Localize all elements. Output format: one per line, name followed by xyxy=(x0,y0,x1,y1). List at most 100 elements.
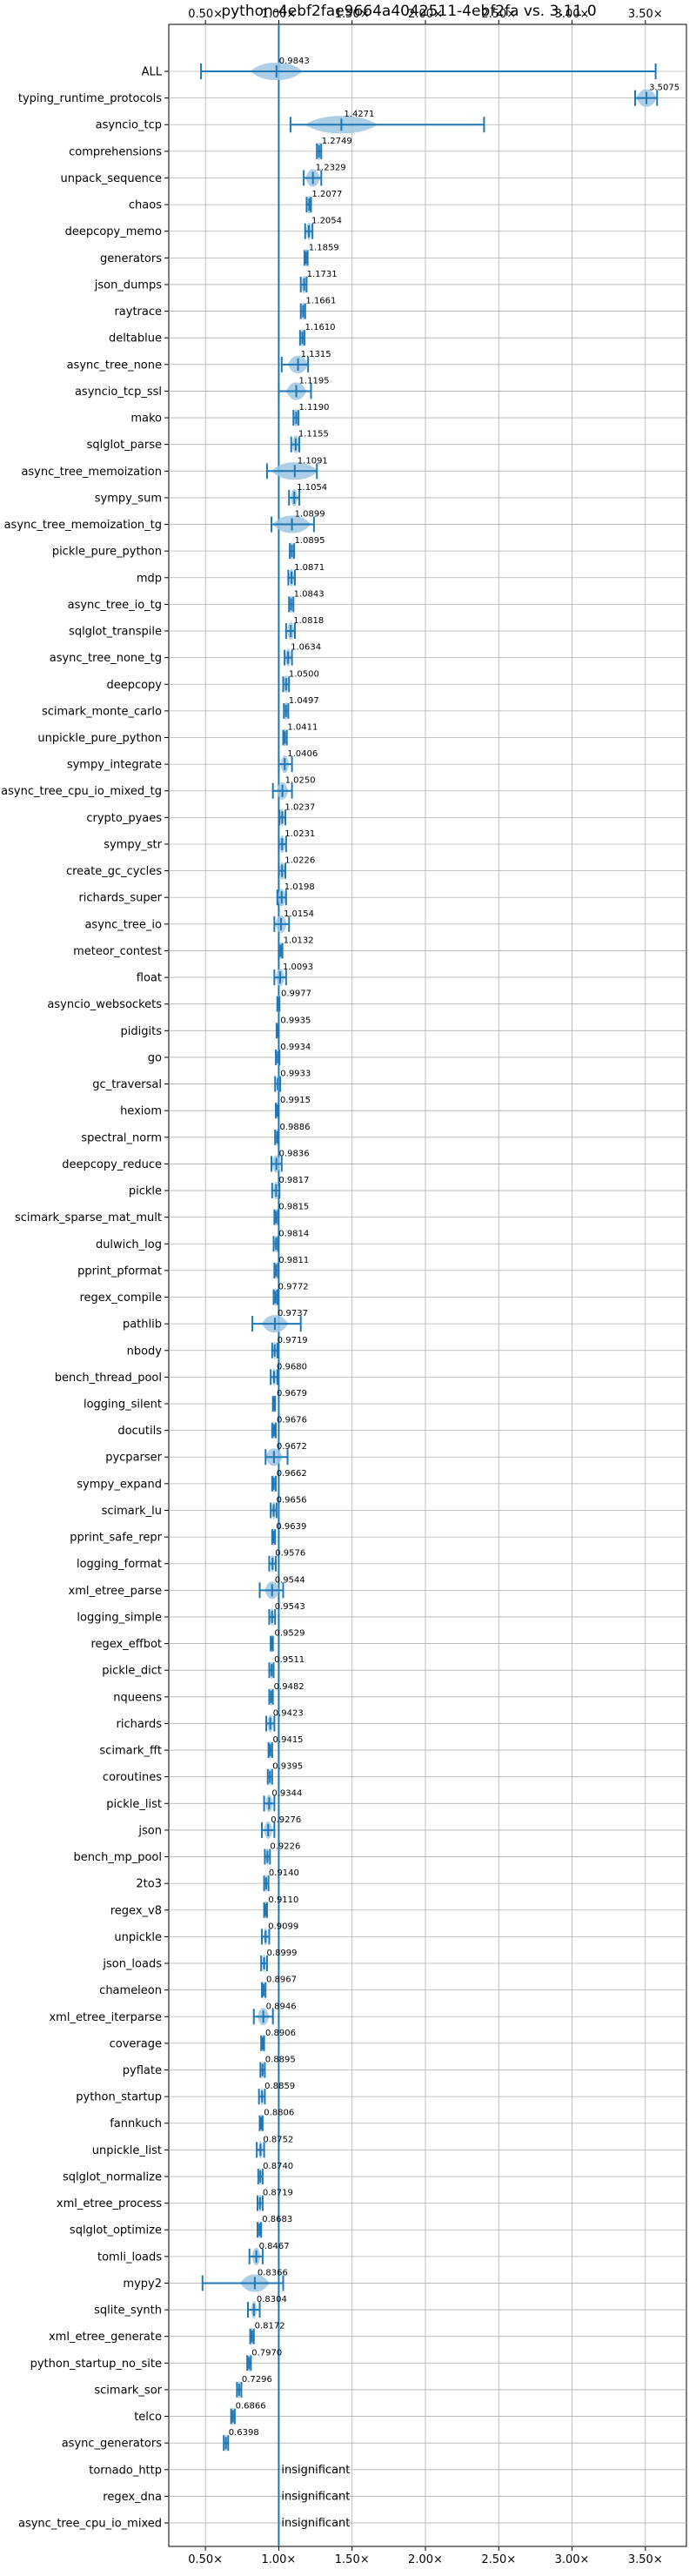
benchmark-label: asyncio_tcp_ssl xyxy=(75,386,162,399)
median-value-label: 0.9843 xyxy=(279,57,310,66)
median-value-label: 1.0634 xyxy=(291,643,321,653)
median-value-label: 0.9676 xyxy=(277,1416,307,1426)
benchmark-label: richards_super xyxy=(78,892,162,905)
benchmark-label: pprint_safe_repr xyxy=(70,1532,162,1545)
benchmark-label: regex_effbot xyxy=(90,1638,162,1651)
median-value-label: 0.9576 xyxy=(275,1549,305,1559)
benchmark-label: scimark_fft xyxy=(99,1745,162,1758)
median-value-label: 0.9934 xyxy=(280,1043,311,1052)
median-value-label: 0.9811 xyxy=(278,1256,309,1265)
median-value-label: 0.9226 xyxy=(270,1842,300,1852)
benchmark-label: sympy_str xyxy=(104,838,162,851)
benchmark-label: pickle xyxy=(129,1185,162,1198)
benchmark-label: sympy_expand xyxy=(77,1478,162,1491)
benchmark-label: pycparser xyxy=(105,1452,162,1465)
benchmark-label: async_tree_memoization xyxy=(21,466,162,479)
benchmark-label: logging_simple xyxy=(77,1611,162,1624)
benchmark-label: asyncio_tcp xyxy=(96,119,162,132)
median-value-label: 1.0818 xyxy=(293,616,324,626)
benchmark-label: go xyxy=(148,1051,162,1064)
median-value-label: 0.8967 xyxy=(266,1976,297,1985)
median-value-label: 0.8172 xyxy=(255,2322,285,2331)
benchmark-label: sympy_integrate xyxy=(67,759,162,772)
median-value-label: 1.0411 xyxy=(287,723,318,733)
median-value-label: 0.9836 xyxy=(279,1149,310,1158)
median-value-label: 1.2749 xyxy=(322,137,352,146)
benchmark-label: xml_etree_iterparse xyxy=(49,2011,162,2024)
benchmark-label: xml_etree_process xyxy=(57,2197,162,2210)
median-value-label: 0.9482 xyxy=(274,1682,304,1692)
benchmark-label: tomli_loads xyxy=(97,2251,162,2264)
grid-layer xyxy=(169,24,686,2546)
benchmark-label: richards xyxy=(117,1718,163,1731)
median-value-label: 1.0132 xyxy=(284,936,314,945)
median-value-label: 1.0500 xyxy=(289,669,319,679)
insignificant-label: insignificant xyxy=(281,2517,350,2530)
median-value-label: 1.1054 xyxy=(297,483,327,493)
benchmark-label: async_tree_cpu_io_mixed xyxy=(18,2518,162,2531)
benchmark-label: bench_thread_pool xyxy=(55,1372,162,1385)
median-value-label: 1.0497 xyxy=(289,696,319,706)
median-value-label: 1.1610 xyxy=(305,323,336,332)
median-value-label: 0.7970 xyxy=(251,2348,282,2358)
median-value-label: 0.9672 xyxy=(277,1442,307,1452)
benchmark-label: sqlite_synth xyxy=(94,2304,162,2318)
benchmark-label: coroutines xyxy=(103,1771,162,1784)
median-value-label: 1.0237 xyxy=(284,802,315,812)
median-value-label: 1.0198 xyxy=(284,882,315,892)
median-value-label: 1.1190 xyxy=(298,403,329,413)
median-value-label: 0.9814 xyxy=(278,1229,309,1238)
benchmark-label: python_startup xyxy=(76,2091,162,2104)
median-value-label: 0.9817 xyxy=(278,1176,309,1185)
benchmark-label: mako xyxy=(130,413,162,426)
median-value-label: 0.8740 xyxy=(263,2162,293,2171)
benchmark-label: logging_silent xyxy=(84,1399,162,1412)
median-value-label: 0.8859 xyxy=(264,2082,295,2091)
benchmark-label: python_startup_no_site xyxy=(30,2358,162,2371)
benchmark-label: logging_format xyxy=(77,1558,162,1571)
insignificant-label: insignificant xyxy=(281,2464,350,2477)
benchmark-label: pickle_dict xyxy=(102,1665,162,1678)
benchmark-label: sqlglot_transpile xyxy=(69,626,162,639)
median-value-label: 1.0406 xyxy=(287,749,318,759)
median-value-label: 1.2329 xyxy=(316,163,346,172)
median-value-label: 1.0871 xyxy=(294,563,325,573)
median-value-label: 0.9140 xyxy=(269,1868,299,1878)
benchmark-label: scimark_monte_carlo xyxy=(42,705,162,718)
benchmark-label: asyncio_websockets xyxy=(47,998,162,1011)
median-value-label: 0.9680 xyxy=(277,1362,307,1372)
benchmark-label: sqlglot_normalize xyxy=(63,2170,162,2184)
median-value-label: 1.0250 xyxy=(285,776,316,786)
x-tick-label-bottom: 3.50× xyxy=(628,2553,663,2566)
x-tick-label-bottom: 3.00× xyxy=(555,2553,590,2566)
median-value-label: 0.9977 xyxy=(281,989,311,999)
benchmark-label: meteor_contest xyxy=(73,945,162,958)
median-value-label: 1.1155 xyxy=(298,430,329,439)
benchmark-label: chaos xyxy=(129,199,162,212)
median-value-label: 0.9886 xyxy=(279,1123,310,1132)
benchmark-label: xml_etree_generate xyxy=(49,2331,162,2344)
median-value-label: 0.9344 xyxy=(271,1788,302,1798)
benchmark-label: regex_dna xyxy=(103,2491,162,2504)
benchmark-label: deepcopy_memo xyxy=(65,225,162,238)
benchmark-label: 2to3 xyxy=(136,1878,162,1891)
chart-title: python-4ebf2fae9664a4042511-4ebf2fa vs. … xyxy=(221,3,596,20)
median-value-label: 1.0231 xyxy=(284,829,315,839)
x-tick-label-top: 2.50× xyxy=(481,8,516,21)
benchmark-label: bench_mp_pool xyxy=(73,1851,162,1864)
median-value-label: 0.9395 xyxy=(272,1762,303,1772)
benchmark-label: unpack_sequence xyxy=(60,172,162,185)
median-value-label: 0.9099 xyxy=(268,1922,298,1931)
benchmark-label: mypy2 xyxy=(123,2277,162,2291)
median-value-label: 0.8895 xyxy=(265,2056,296,2065)
x-tick-label-top: 3.50× xyxy=(628,8,663,21)
benchmark-label: async_tree_cpu_io_mixed_tg xyxy=(1,785,162,798)
benchmark-label: async_generators xyxy=(62,2438,163,2451)
benchmark-label: async_tree_none_tg xyxy=(50,652,162,665)
benchmark-label: pickle_list xyxy=(106,1798,162,1811)
median-value-label: 0.8946 xyxy=(266,2002,297,2011)
median-value-label: 1.0895 xyxy=(295,536,325,546)
x-axis-bottom: 0.50× 1.00× 1.50× 2.00× 2.50× 3.00× 3.50× xyxy=(188,2546,663,2566)
median-value-label: 0.8752 xyxy=(263,2135,293,2144)
